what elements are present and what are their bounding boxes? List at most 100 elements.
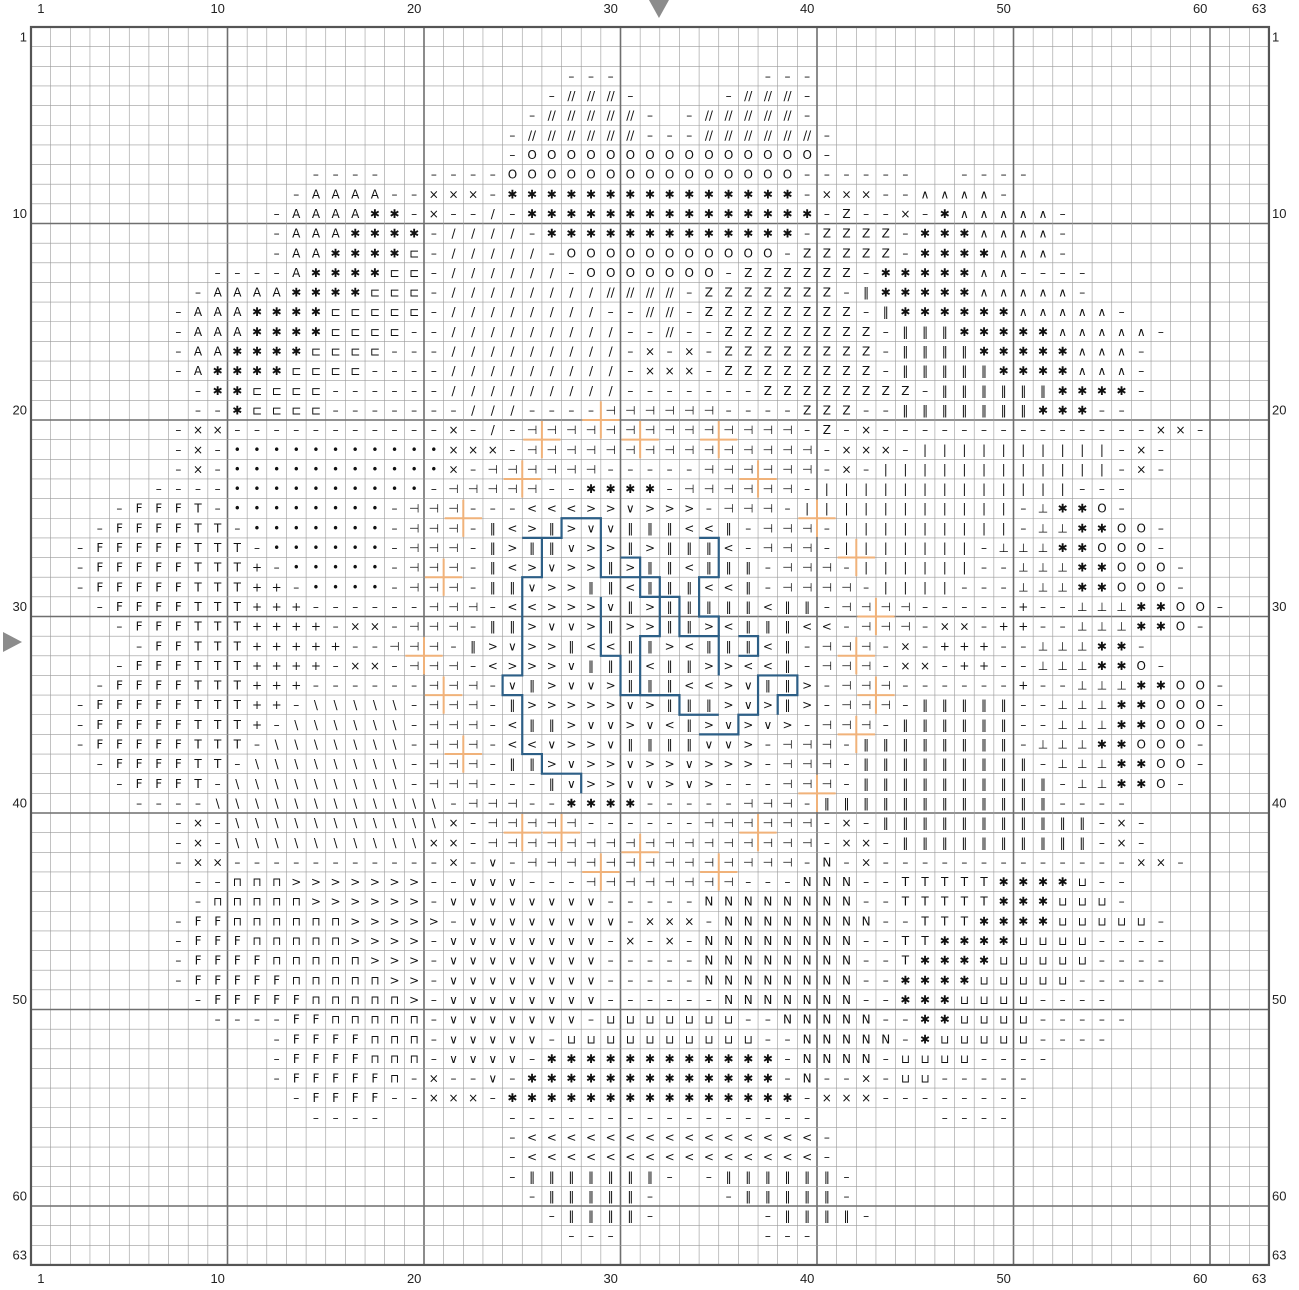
stitch-symbol: – (647, 934, 653, 948)
stitch-symbol: – (293, 187, 299, 201)
stitch-symbol: – (509, 1072, 515, 1086)
stitch-symbol: – (490, 738, 496, 752)
stitch-symbol: // (666, 305, 675, 319)
stitch-symbol: ‖ (509, 757, 515, 771)
stitch-symbol: – (1119, 443, 1125, 457)
stitch-symbol: ⊣ (900, 600, 910, 614)
stitch-symbol: | (1061, 482, 1065, 496)
stitch-symbol: > (350, 934, 360, 948)
stitch-symbol: ✱ (1136, 620, 1146, 634)
stitch-symbol: ⊣ (684, 875, 694, 889)
stitch-symbol: – (1020, 1091, 1026, 1105)
stitch-symbol: ✱ (1018, 345, 1028, 359)
stitch-symbol: × (665, 364, 675, 378)
stitch-symbol: Z (705, 286, 713, 300)
stitch-symbol: O (1097, 502, 1106, 516)
stitch-symbol: – (392, 384, 398, 398)
stitch-symbol: – (588, 1229, 594, 1243)
stitch-symbol: > (331, 895, 341, 909)
stitch-symbol: O (1156, 757, 1165, 771)
stitch-symbol: < (684, 639, 694, 653)
stitch-symbol: ∨ (567, 757, 576, 771)
stitch-symbol: – (608, 993, 614, 1007)
stitch-symbol: F (96, 718, 103, 732)
stitch-symbol: ∨ (508, 875, 517, 889)
stitch-symbol: ∨ (508, 973, 517, 987)
stitch-symbol: ∧ (999, 266, 1008, 280)
stitch-symbol: – (215, 443, 221, 457)
stitch-symbol: N (744, 993, 753, 1007)
stitch-symbol: ✱ (959, 227, 969, 241)
stitch-symbol: / (530, 384, 535, 398)
stitch-symbol: Z (842, 325, 850, 339)
stitch-symbol: ∨ (744, 698, 753, 712)
stitch-symbol: // (607, 286, 616, 300)
stitch-symbol: ⊥ (1077, 738, 1087, 752)
stitch-symbol: – (843, 777, 849, 791)
stitch-symbol: ✱ (311, 266, 321, 280)
stitch-symbol: ‖ (509, 698, 515, 712)
stitch-symbol: × (940, 620, 950, 634)
stitch-symbol: – (588, 816, 594, 830)
stitch-symbol: | (923, 482, 927, 496)
stitch-symbol: ‖ (686, 600, 692, 614)
stitch-symbol: – (608, 934, 614, 948)
stitch-symbol: O (508, 168, 517, 182)
stitch-symbol: ‖ (765, 1170, 771, 1184)
stitch-symbol: ✱ (645, 187, 655, 201)
stitch-symbol: ⊔ (645, 1032, 654, 1046)
stitch-symbol: – (883, 954, 889, 968)
stitch-symbol: ✱ (684, 227, 694, 241)
stitch-symbol: < (527, 738, 537, 752)
stitch-symbol: / (589, 286, 594, 300)
stitch-symbol: – (1040, 698, 1046, 712)
stitch-symbol: < (586, 639, 596, 653)
stitch-symbol: × (900, 639, 910, 653)
stitch-symbol: > (547, 639, 557, 653)
stitch-symbol: – (1178, 561, 1184, 575)
stitch-symbol: O (724, 168, 733, 182)
stitch-symbol: – (745, 1111, 751, 1125)
stitch-symbol: ‖ (785, 679, 791, 693)
stitch-symbol: ✱ (763, 1091, 773, 1105)
stitch-symbol: ∨ (547, 954, 556, 968)
stitch-symbol: – (549, 246, 555, 260)
stitch-symbol: ⊥ (1077, 718, 1087, 732)
stitch-symbol: ⊣ (429, 757, 439, 771)
stitch-symbol: / (491, 207, 496, 221)
stitch-symbol: ⊣ (664, 443, 674, 457)
stitch-symbol: – (392, 541, 398, 555)
stitch-symbol: Z (764, 286, 772, 300)
stitch-symbol: | (844, 521, 848, 535)
stitch-symbol: | (923, 443, 927, 457)
stitch-symbol: ∨ (488, 1052, 497, 1066)
stitch-symbol: < (684, 1150, 694, 1164)
stitch-symbol: < (763, 600, 773, 614)
stitch-symbol: ⊣ (723, 816, 733, 830)
stitch-symbol: ✱ (527, 1091, 537, 1105)
stitch-symbol: × (861, 423, 871, 437)
stitch-symbol: ✱ (645, 1091, 655, 1105)
stitch-symbol: Z (803, 364, 811, 378)
stitch-symbol: > (743, 757, 753, 771)
stitch-symbol: – (824, 148, 830, 162)
stitch-symbol: ✱ (900, 305, 910, 319)
accent-cross (700, 420, 738, 459)
stitch-symbol: × (645, 345, 655, 359)
stitch-symbol: ∨ (547, 993, 556, 1007)
stitch-symbol: ⊣ (723, 836, 733, 850)
stitch-symbol: ‖ (667, 600, 673, 614)
stitch-symbol: ⊓ (272, 914, 281, 928)
stitch-symbol: – (627, 384, 633, 398)
stitch-symbol: < (704, 679, 714, 693)
stitch-symbol: > (566, 600, 576, 614)
stitch-symbol: – (509, 777, 515, 791)
stitch-symbol: ⊥ (1097, 600, 1107, 614)
stitch-symbol: ‖ (765, 679, 771, 693)
stitch-symbol: ‖ (883, 757, 889, 771)
stitch-symbol: ⊣ (429, 679, 439, 693)
stitch-symbol: Z (803, 266, 811, 280)
stitch-symbol: ‖ (647, 679, 653, 693)
stitch-symbol: ⊥ (1038, 541, 1048, 555)
stitch-symbol: ✱ (291, 286, 301, 300)
